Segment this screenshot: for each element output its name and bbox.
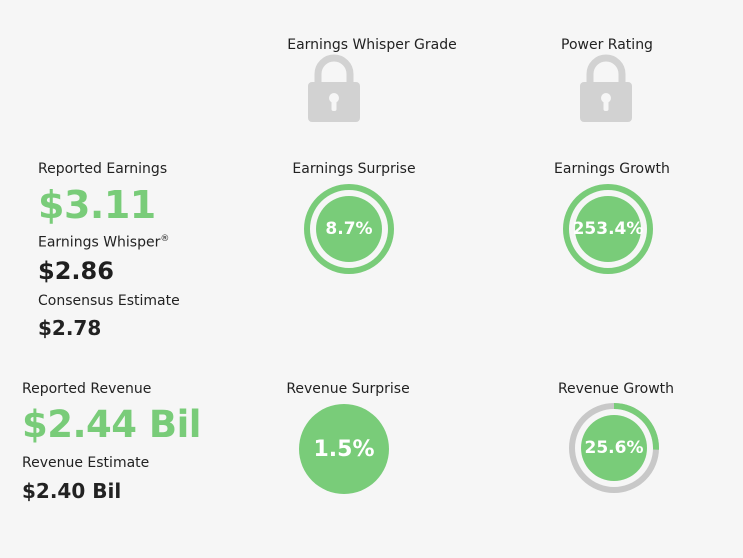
revenue-growth-value: 25.6% <box>584 438 644 458</box>
consensus-estimate-value: $2.78 <box>38 316 102 340</box>
earnings-surprise-value: 8.7% <box>325 219 373 239</box>
power-rating-lock-icon[interactable] <box>578 54 634 128</box>
earnings-whisper-value: $2.86 <box>38 257 114 285</box>
reported-earnings-value: $3.11 <box>38 183 156 227</box>
whisper-grade-header: Earnings Whisper Grade <box>287 37 457 53</box>
registered-mark: ® <box>160 234 170 244</box>
earnings-surprise-gauge: 8.7% <box>303 183 395 275</box>
consensus-estimate-label: Consensus Estimate <box>38 293 180 309</box>
revenue-growth-label: Revenue Growth <box>557 381 675 397</box>
revenue-surprise-gauge: 1.5% <box>299 404 389 494</box>
earnings-growth-label: Earnings Growth <box>554 161 670 177</box>
earnings-whisper-label: Earnings Whisper® <box>38 234 170 251</box>
earnings-growth-value: 253.4% <box>572 219 644 239</box>
reported-earnings-label: Reported Earnings <box>38 161 168 177</box>
revenue-estimate-value: $2.40 Bil <box>22 479 122 503</box>
revenue-surprise-value: 1.5% <box>313 436 375 462</box>
revenue-growth-gauge: 25.6% <box>568 402 660 494</box>
earnings-surprise-label: Earnings Surprise <box>292 161 416 177</box>
power-rating-header: Power Rating <box>561 37 653 53</box>
reported-revenue-label: Reported Revenue <box>22 381 152 397</box>
revenue-estimate-label: Revenue Estimate <box>22 455 150 471</box>
reported-revenue-value: $2.44 Bil <box>22 403 201 446</box>
whisper-grade-lock-icon[interactable] <box>306 54 362 128</box>
earnings-growth-gauge: 253.4% <box>562 183 654 275</box>
revenue-surprise-label: Revenue Surprise <box>286 381 410 397</box>
revenue-growth-arc <box>569 403 659 493</box>
